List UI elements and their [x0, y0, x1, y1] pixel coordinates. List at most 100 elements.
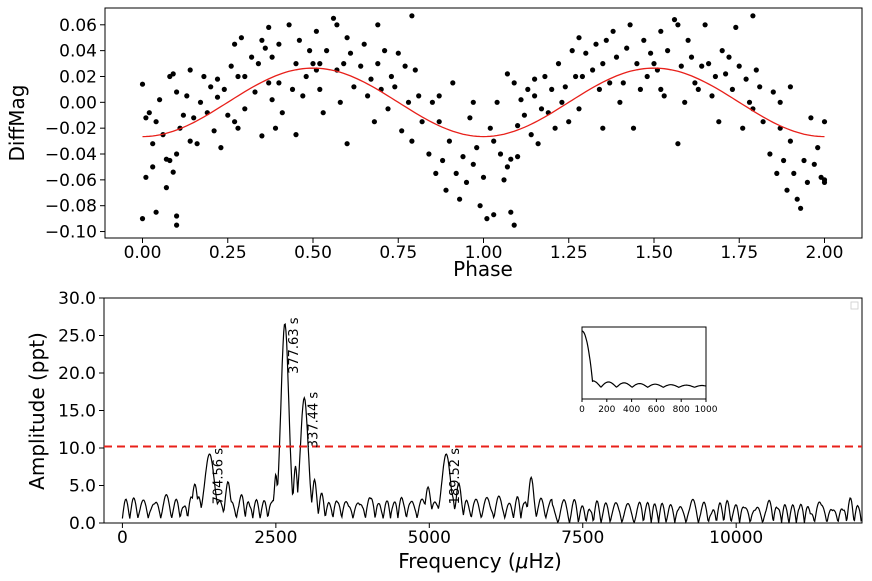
data-point	[276, 41, 282, 47]
data-point	[491, 138, 497, 144]
data-point	[310, 61, 316, 67]
data-point	[515, 154, 521, 160]
data-point	[399, 128, 405, 134]
data-point	[617, 99, 623, 105]
data-point	[760, 119, 766, 125]
data-point	[542, 73, 548, 80]
data-point	[613, 54, 620, 60]
data-point	[235, 73, 241, 80]
data-point	[777, 99, 783, 105]
data-point	[460, 154, 466, 160]
phase-y-tick-label: 0.06	[59, 16, 97, 36]
phase-x-tick-label: 0.25	[209, 243, 247, 263]
data-point	[627, 22, 633, 28]
data-point	[409, 138, 415, 144]
data-point	[821, 177, 828, 183]
data-point	[811, 161, 817, 167]
data-point	[197, 99, 204, 105]
data-point	[801, 157, 807, 164]
data-point	[804, 179, 811, 185]
data-point	[313, 28, 319, 34]
data-point	[555, 61, 562, 67]
data-point	[784, 187, 790, 193]
data-point	[624, 45, 630, 51]
data-point	[695, 86, 701, 92]
data-point	[276, 80, 282, 86]
data-point	[208, 84, 214, 90]
phase-y-tick-label: 0.00	[59, 93, 97, 113]
data-point	[317, 61, 323, 67]
amplitude-spectrum-line	[121, 322, 863, 524]
periodogram-y-tick-label: 20.0	[58, 364, 96, 384]
data-point	[214, 76, 221, 82]
data-point	[487, 125, 493, 131]
data-point	[392, 84, 398, 90]
periodogram-y-axis: 0.0 5.0 10.0 15.0 20.0 25.0 30.0	[58, 289, 104, 534]
data-point	[214, 94, 221, 100]
inset-plot: 0 200 400 600 800 1000	[579, 326, 718, 415]
periodogram-x-tick-label: 10000	[709, 528, 763, 548]
data-point	[153, 119, 159, 125]
data-point	[289, 86, 296, 92]
data-point	[409, 13, 415, 19]
inset-x-tick-label: 200	[598, 405, 615, 415]
data-point	[610, 28, 616, 34]
data-point	[726, 54, 732, 60]
data-point	[242, 73, 248, 80]
phase-y-tick-label: −0.02	[45, 119, 97, 139]
phase-plot: 0.06 0.04 0.02 0.00 −0.02 −0.04 −0.06 −0.08 −0.1…	[5, 7, 863, 281]
data-point	[143, 115, 149, 121]
data-point	[174, 89, 180, 95]
data-point	[559, 99, 565, 105]
data-point	[337, 99, 343, 105]
data-point	[467, 115, 473, 121]
data-point	[787, 138, 794, 144]
data-point	[324, 48, 330, 54]
phase-y-tick-label: −0.08	[45, 197, 97, 217]
data-point	[504, 164, 510, 170]
data-point	[150, 164, 156, 170]
data-point	[808, 115, 814, 121]
data-point	[634, 61, 640, 67]
data-point	[607, 80, 613, 86]
data-point	[146, 110, 152, 116]
data-point	[361, 41, 367, 47]
data-point	[600, 61, 606, 67]
data-point	[661, 93, 667, 99]
data-point	[174, 213, 180, 219]
data-point	[457, 196, 463, 202]
data-point	[709, 93, 715, 99]
data-point	[187, 138, 193, 144]
data-point	[658, 28, 664, 34]
data-point	[375, 22, 381, 28]
data-point	[157, 97, 163, 103]
data-point	[347, 50, 354, 56]
data-point	[184, 93, 190, 99]
data-point	[194, 141, 200, 147]
data-point	[249, 54, 255, 60]
data-point	[562, 84, 568, 90]
data-point	[446, 138, 452, 144]
data-point	[218, 145, 224, 151]
data-point	[252, 89, 258, 95]
data-point	[675, 22, 681, 28]
data-point	[330, 15, 337, 21]
data-point	[787, 84, 794, 90]
data-point	[566, 119, 572, 125]
data-point	[153, 209, 159, 215]
data-point	[644, 73, 650, 80]
data-point	[269, 97, 275, 103]
phase-x-tick-label: 0.50	[294, 243, 332, 263]
data-point	[774, 170, 780, 176]
data-point	[692, 80, 698, 86]
data-point	[453, 170, 459, 176]
data-point	[344, 141, 350, 147]
data-point	[375, 61, 381, 67]
data-point	[746, 99, 753, 105]
data-point	[174, 151, 180, 157]
inset-x-tick-label: 400	[623, 405, 640, 415]
data-point	[440, 157, 446, 164]
data-point	[706, 61, 712, 67]
phase-y-tick-label: 0.04	[59, 42, 97, 62]
